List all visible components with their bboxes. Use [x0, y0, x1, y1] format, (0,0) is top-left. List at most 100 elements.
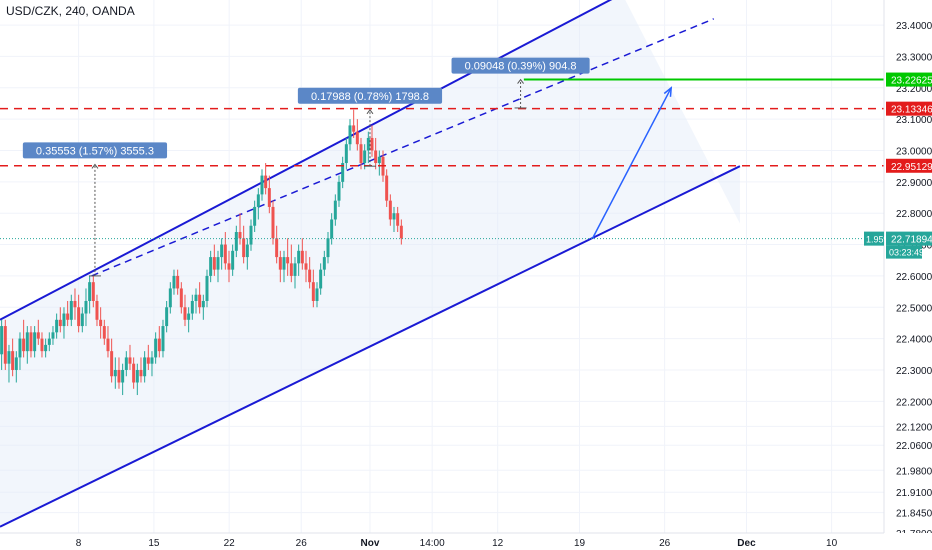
candle-body — [359, 144, 363, 164]
candle-body — [62, 313, 66, 327]
candle-body — [333, 200, 337, 220]
price-tick-label: 22.50000 — [896, 303, 932, 314]
time-tick-label: Nov — [361, 538, 380, 549]
candle-body — [282, 257, 286, 270]
level-axis-label: 23.13346 — [891, 105, 932, 116]
candle-body — [73, 300, 77, 308]
candle-body — [201, 300, 205, 308]
channel-upper-line — [0, 0, 613, 321]
channel-fill — [0, 0, 740, 527]
time-tick-label: 14:00 — [420, 538, 445, 549]
candle-body — [293, 263, 297, 276]
price-tick-label: 22.30000 — [896, 366, 932, 377]
candle-body — [260, 175, 264, 195]
candle-body — [135, 369, 139, 383]
price-tick-label: 22.80000 — [896, 209, 932, 220]
price-tick-label: 21.84500 — [896, 509, 932, 520]
candle-body — [121, 369, 125, 383]
candle-body — [300, 250, 304, 264]
candle-body — [238, 232, 242, 239]
price-tick-label: 23.20000 — [896, 84, 932, 95]
candles — [0, 109, 403, 396]
candle-body — [55, 319, 59, 333]
measure-arrow — [517, 78, 524, 84]
candle-body — [150, 357, 154, 364]
candle-body — [168, 288, 172, 308]
candle-body — [264, 175, 268, 189]
candle-body — [326, 238, 330, 258]
candle-body — [223, 244, 227, 264]
candle-body — [271, 206, 275, 239]
candle-body — [355, 131, 359, 145]
candle-body — [88, 282, 92, 301]
candle-body — [77, 307, 81, 327]
candle-body — [245, 244, 249, 258]
measure-label-bg — [297, 87, 443, 104]
countdown-label-bg — [886, 245, 922, 259]
candle-body — [363, 150, 367, 164]
candle-body — [256, 194, 260, 207]
candle-body — [322, 257, 326, 270]
candle-body — [7, 351, 11, 364]
candle-body — [154, 338, 158, 358]
candle-body — [179, 288, 183, 308]
price-tick-label: 22.12000 — [896, 422, 932, 433]
price-tick-label: 22.06000 — [896, 441, 932, 452]
candle-body — [117, 369, 121, 383]
candle-body — [352, 125, 356, 132]
price-tick-label: 21.98000 — [896, 466, 932, 477]
measure-arrow — [366, 108, 374, 115]
time-axis-bg — [0, 533, 932, 550]
candle-body — [205, 275, 209, 301]
time-tick-label: 10 — [826, 538, 838, 549]
candle-body — [198, 294, 202, 308]
candle-body — [146, 357, 150, 364]
channel-middle-line — [91, 18, 715, 277]
candle-body — [399, 225, 403, 239]
candle-body — [157, 338, 161, 352]
level-axis-label-bg — [886, 101, 932, 116]
candle-body — [128, 357, 132, 364]
level-axis-label: 22.95129 — [891, 162, 932, 173]
candle-body — [143, 357, 147, 377]
candle-body — [11, 351, 15, 370]
candle-body — [102, 326, 106, 339]
price-tick-label: 23.30000 — [896, 52, 932, 63]
measure-label: 0.17988 (0.78%) 1798.8 — [311, 91, 429, 103]
candle-body — [18, 338, 22, 358]
candle-body — [172, 275, 176, 289]
candle-body — [341, 163, 345, 182]
candle-body — [330, 219, 334, 239]
candle-body — [242, 238, 246, 258]
candle-body — [33, 332, 37, 352]
candle-body — [297, 250, 301, 264]
candle-body — [319, 269, 323, 289]
time-tick-label: 22 — [224, 538, 236, 549]
candle-body — [95, 300, 99, 320]
measure-label-bg — [22, 142, 168, 159]
candle-body — [110, 351, 114, 377]
candle-body — [165, 307, 169, 327]
measure-arrow — [91, 163, 99, 169]
candle-body — [286, 257, 290, 264]
time-axis[interactable]: 8 15 22 26 Nov 14:00 12 19 26 Dec 10 — [0, 532, 932, 550]
measure-label: 0.09048 (0.39%) 904.8 — [465, 61, 577, 73]
channel — [0, 0, 741, 528]
candle-body — [187, 313, 191, 320]
level-axis-label-bg — [886, 72, 932, 87]
candle-body — [183, 307, 187, 320]
candle-body — [344, 144, 348, 164]
candle-body — [40, 338, 44, 352]
candle-body — [139, 369, 143, 377]
candle-body — [374, 150, 378, 164]
projection-arrow-head — [663, 86, 673, 97]
candle-body — [66, 313, 70, 320]
candle-body — [29, 332, 33, 352]
candle-body — [377, 156, 381, 164]
level-axis-label-bg — [886, 158, 932, 173]
price-axis[interactable]: 23.40000 23.30000 23.20000 23.10000 23.00000… — [864, 0, 932, 550]
candle-body — [209, 257, 213, 276]
price-tick-label: 23.40000 — [896, 21, 932, 32]
